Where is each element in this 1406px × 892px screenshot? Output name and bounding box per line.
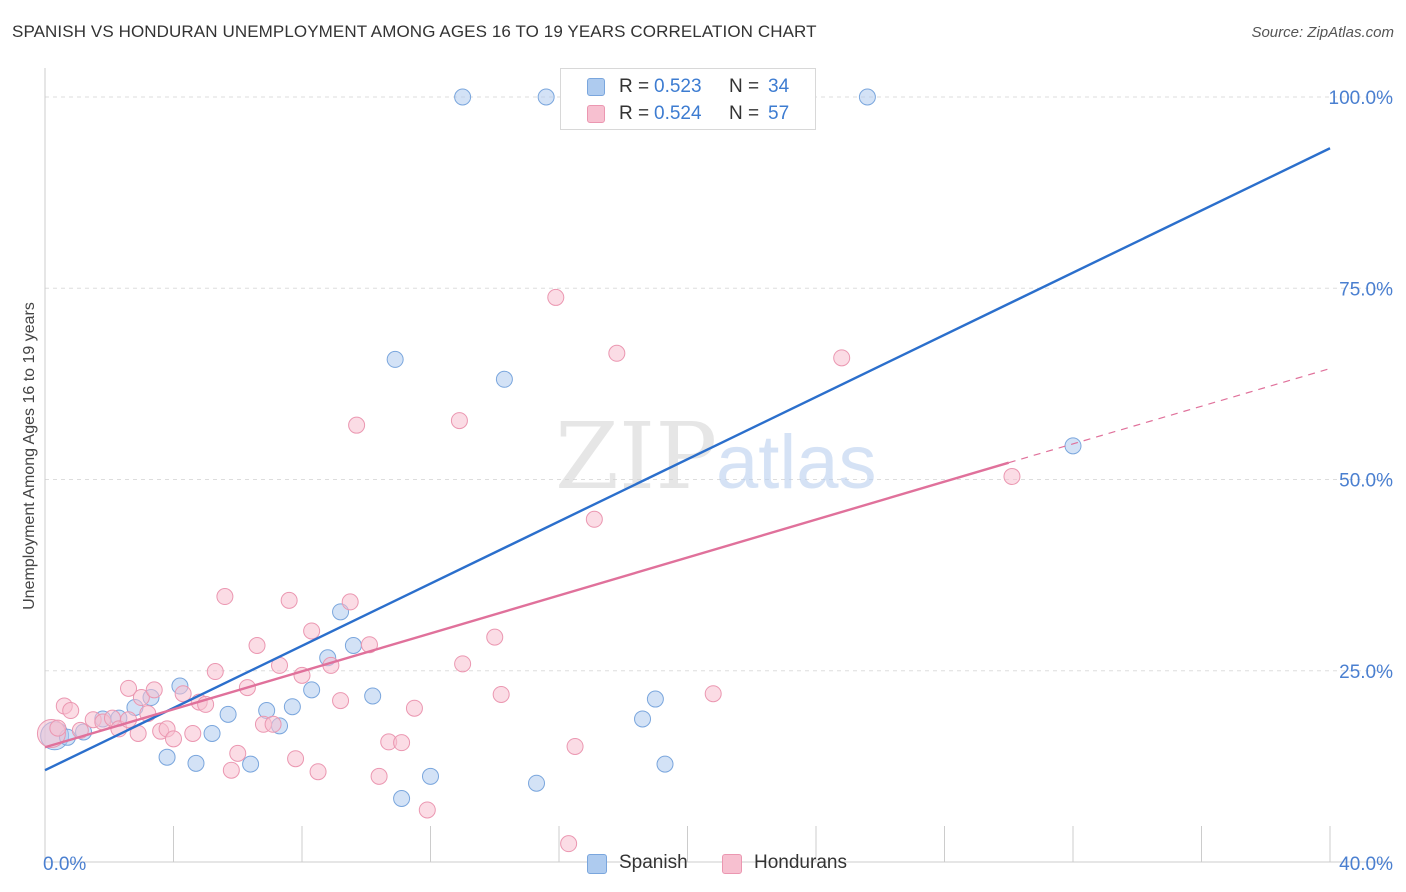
- spanish-point-12: [242, 755, 260, 773]
- hondurans-point-46: [450, 412, 468, 430]
- spanish-point-29: [634, 710, 652, 728]
- legend-r-label: R =: [619, 76, 650, 97]
- hondurans-point-23: [216, 588, 234, 606]
- legend-swatch-spanish: [587, 78, 605, 96]
- legend-r-value-spanish: 0.523: [654, 76, 702, 97]
- axes: [44, 68, 1392, 863]
- hondurans-point-10: [120, 679, 138, 697]
- spanish-point-32: [858, 88, 876, 106]
- spanish-point-7: [158, 748, 176, 766]
- hondurans-point-3: [62, 702, 80, 720]
- hondurans-point-57: [1003, 467, 1021, 485]
- hondurans-point-53: [585, 510, 603, 528]
- hondurans-point-31: [280, 591, 298, 609]
- trend-lines: [44, 147, 1331, 772]
- hondurans-point-45: [418, 801, 436, 819]
- hondurans-point-49: [492, 685, 510, 703]
- spanish-point-27: [537, 88, 555, 106]
- x-tick-label-min: 0.0%: [43, 854, 86, 875]
- legend-n-label: N =: [729, 76, 760, 97]
- watermark-zip: ZIP: [555, 403, 717, 510]
- hondurans-point-54: [608, 344, 626, 362]
- spanish-point-23: [422, 767, 439, 785]
- legend-n-label: N =: [729, 103, 760, 124]
- hondurans-point-25: [229, 744, 247, 762]
- spanish-point-31: [656, 755, 674, 773]
- y-tick-label-2: 75.0%: [1339, 279, 1393, 300]
- chart-title: SPANISH VS HONDURAN UNEMPLOYMENT AMONG A…: [12, 22, 817, 41]
- spanish-point-24: [454, 88, 472, 106]
- legend-n-value-spanish: 34: [768, 76, 790, 97]
- hondurans-point-44: [405, 699, 423, 717]
- y-tick-label-3: 100.0%: [1329, 88, 1394, 109]
- hondurans-point-14: [145, 681, 163, 699]
- legend-row-spanish: R = 0.523 N = 34: [561, 74, 817, 100]
- hondurans-point-1: [49, 719, 67, 737]
- hondurans-point-19: [184, 724, 202, 742]
- hondurans-point-17: [165, 730, 182, 748]
- hondurans-point-29: [264, 715, 282, 733]
- spanish-point-30: [646, 690, 664, 708]
- hondurans-point-47: [454, 655, 472, 673]
- legend-swatch-hondurans: [587, 105, 605, 123]
- legend-row-hondurans: R = 0.524 N = 57: [561, 101, 817, 127]
- spanish-point-26: [528, 774, 546, 792]
- hondurans-point-32: [287, 750, 305, 768]
- legend-label-hondurans: Hondurans: [754, 852, 847, 873]
- hondurans-point-12: [132, 689, 150, 707]
- hondurans-point-35: [309, 763, 327, 781]
- legend-swatch-hondurans: [722, 854, 742, 874]
- legend-swatch-spanish: [587, 854, 607, 874]
- y-tick-label-0: 25.0%: [1339, 662, 1393, 683]
- hondurans-point-41: [370, 767, 388, 785]
- legend-label-spanish: Spanish: [619, 852, 688, 873]
- spanish-point-20: [364, 687, 382, 705]
- legend-r-label: R =: [619, 103, 650, 124]
- legend-r-value-hondurans: 0.524: [654, 103, 702, 124]
- hondurans-point-39: [348, 416, 366, 434]
- y-tick-label-1: 50.0%: [1339, 471, 1393, 492]
- hondurans-point-38: [341, 593, 359, 611]
- bottom-legend-spanish[interactable]: Spanish: [587, 851, 707, 877]
- legend-box: R = 0.523 N = 34 R = 0.524 N = 57: [560, 68, 816, 130]
- hondurans-point-37: [332, 692, 350, 710]
- data-points: [36, 88, 1082, 853]
- hondurans-trend-line: [44, 461, 1010, 749]
- gridlines: [45, 96, 1392, 672]
- source-label: Source: ZipAtlas.com: [1251, 24, 1394, 41]
- hondurans-point-51: [560, 835, 578, 853]
- hondurans-point-48: [486, 628, 504, 646]
- bottom-legend-hondurans[interactable]: Hondurans: [722, 851, 862, 877]
- spanish-point-16: [303, 681, 321, 699]
- hondurans-point-27: [248, 637, 266, 655]
- spanish-point-22: [393, 790, 411, 808]
- spanish-point-9: [187, 754, 205, 772]
- hondurans-point-24: [222, 761, 240, 779]
- spanish-point-19: [344, 637, 362, 655]
- x-tick-label-max: 40.0%: [1339, 854, 1393, 875]
- spanish-point-25: [495, 370, 513, 388]
- spanish-point-21: [386, 350, 404, 368]
- legend-n-value-hondurans: 57: [768, 103, 790, 124]
- spanish-point-33: [1064, 437, 1082, 455]
- hondurans-point-40: [360, 636, 378, 654]
- spanish-point-10: [203, 724, 221, 742]
- tick-labels: 25.0% 50.0% 75.0% 100.0% 0.0% 40.0%: [43, 88, 1393, 875]
- hondurans-point-34: [303, 622, 321, 640]
- hondurans-point-55: [704, 685, 722, 703]
- hondurans-point-50: [547, 288, 565, 306]
- spanish-trend-line: [44, 147, 1331, 772]
- hondurans-point-52: [566, 737, 584, 755]
- hondurans-point-22: [206, 663, 224, 681]
- hondurans-point-18: [174, 685, 192, 703]
- hondurans-point-56: [833, 349, 851, 367]
- hondurans-point-43: [393, 734, 411, 752]
- spanish-point-15: [283, 698, 301, 716]
- watermark-atlas: atlas: [716, 420, 877, 505]
- spanish-point-11: [219, 705, 237, 723]
- hondurans-trend-extension: [1008, 367, 1331, 464]
